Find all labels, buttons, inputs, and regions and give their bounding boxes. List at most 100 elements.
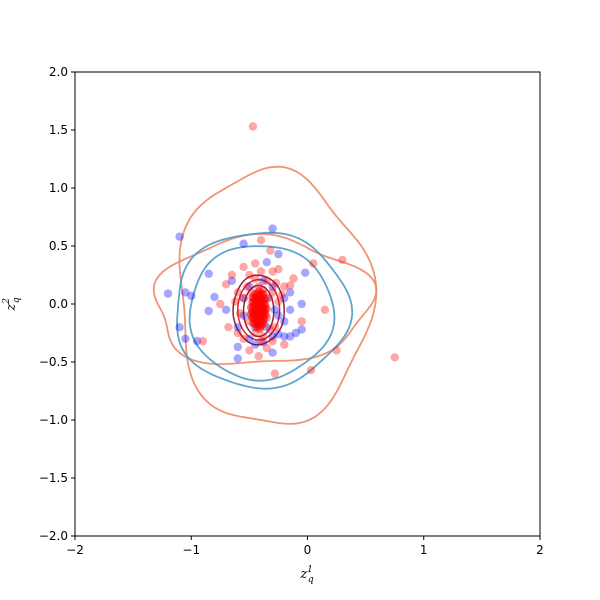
scatter-point bbox=[285, 305, 295, 314]
scatter-point bbox=[248, 293, 257, 302]
x-axis-label-base: z bbox=[299, 567, 307, 582]
scatter-point bbox=[297, 317, 306, 326]
scatter-point bbox=[280, 294, 289, 303]
scatter-point bbox=[251, 340, 260, 349]
scatter-point bbox=[289, 274, 298, 283]
y-tick-label: 0.5 bbox=[49, 239, 68, 253]
y-tick-label: −0.5 bbox=[39, 355, 68, 369]
scatter-point bbox=[175, 323, 184, 332]
scatter-point bbox=[274, 330, 283, 339]
y-tick-label: 1.0 bbox=[49, 181, 68, 195]
y-tick-label: 1.5 bbox=[49, 123, 68, 137]
scatter-point bbox=[227, 276, 237, 285]
scatter-point bbox=[181, 288, 190, 297]
scatter-point bbox=[224, 323, 233, 332]
scatter-point bbox=[338, 255, 347, 265]
y-tick-label: 0.0 bbox=[49, 297, 68, 311]
scatter-point bbox=[280, 332, 289, 341]
scatter-point bbox=[277, 290, 287, 299]
scatter-point bbox=[181, 334, 190, 343]
contour-line bbox=[188, 245, 336, 382]
y-axis-label-sub: q bbox=[12, 297, 22, 303]
x-axis-label: z1 q bbox=[299, 565, 314, 585]
scatter-point bbox=[270, 369, 280, 378]
scatter-point bbox=[268, 348, 277, 357]
scatter-point bbox=[245, 346, 254, 355]
x-tick-label: 1 bbox=[420, 543, 428, 557]
scatter-point bbox=[192, 336, 202, 346]
scatter-point bbox=[320, 305, 330, 314]
scatter-point bbox=[262, 276, 271, 285]
scatter-point bbox=[255, 324, 264, 334]
y-axis-label-sup: 2 bbox=[2, 298, 12, 305]
scatter-point bbox=[266, 246, 275, 255]
contour-line bbox=[178, 165, 378, 425]
scatter-point bbox=[233, 288, 242, 297]
y-axis-label-base: z bbox=[4, 304, 19, 312]
scatter-point bbox=[245, 270, 254, 280]
scatter-point bbox=[262, 304, 271, 313]
scatter-point bbox=[251, 259, 260, 268]
scatter-point bbox=[390, 353, 399, 362]
scatter-point bbox=[248, 122, 258, 131]
scatter-point bbox=[270, 305, 280, 314]
scatter-point bbox=[254, 352, 263, 361]
scatter-point bbox=[262, 343, 271, 353]
scatter-point bbox=[175, 232, 184, 241]
contour-layer bbox=[152, 165, 378, 425]
scatter-point bbox=[259, 332, 268, 341]
scatter-point bbox=[239, 311, 248, 320]
scatter-point bbox=[163, 289, 173, 298]
scatter-point bbox=[274, 265, 283, 274]
scatter-point bbox=[221, 305, 231, 314]
x-tick-label: 0 bbox=[304, 543, 312, 557]
scatter-point bbox=[204, 269, 213, 278]
scatter-point bbox=[245, 334, 254, 343]
scatter-point bbox=[268, 336, 277, 346]
scatter-point bbox=[227, 270, 237, 280]
scatter-point bbox=[280, 317, 289, 326]
points-layer bbox=[163, 122, 399, 378]
x-axis-ticks: −2 −1 0 1 2 bbox=[66, 536, 544, 557]
scatter-point bbox=[297, 325, 306, 334]
scatter-point bbox=[259, 338, 268, 347]
y-tick-label: −1.5 bbox=[39, 471, 68, 485]
scatter-point bbox=[270, 323, 280, 332]
contour-line bbox=[232, 274, 285, 346]
y-axis-ticks: −2.0 −1.5 −1.0 −0.5 0.0 0.5 1.0 1.5 2.0 bbox=[39, 65, 75, 543]
scatter-point bbox=[198, 336, 208, 346]
scatter-point bbox=[245, 282, 254, 291]
scatter-point bbox=[239, 294, 248, 303]
scatter-point bbox=[246, 310, 255, 319]
scatter-point bbox=[285, 288, 295, 297]
scatter-point bbox=[274, 311, 283, 320]
scatter-point bbox=[285, 332, 295, 341]
y-tick-label: −1.0 bbox=[39, 413, 68, 427]
scatter-point bbox=[259, 289, 268, 298]
scatter-point bbox=[239, 334, 248, 343]
scatter-point bbox=[268, 282, 277, 291]
scatter-point bbox=[268, 224, 277, 233]
scatter-point bbox=[247, 303, 256, 312]
scatter-point bbox=[285, 281, 295, 290]
scatter-point bbox=[280, 340, 289, 349]
scatter-point bbox=[231, 297, 240, 306]
scatter-point bbox=[309, 259, 318, 268]
scatter-point bbox=[233, 328, 242, 338]
x-tick-label: −1 bbox=[182, 543, 200, 557]
scatter-point bbox=[301, 268, 310, 277]
scatter-point bbox=[256, 336, 266, 346]
scatter-point bbox=[242, 282, 252, 291]
scatter-point bbox=[332, 346, 341, 355]
scatter-point bbox=[239, 294, 248, 303]
scatter-point bbox=[249, 319, 258, 328]
scatter-point bbox=[233, 342, 242, 352]
scatter-point bbox=[204, 306, 213, 316]
scatter-point bbox=[233, 354, 242, 363]
scatter-point bbox=[261, 310, 270, 320]
x-axis-label-sub: q bbox=[308, 575, 314, 585]
scatter-point bbox=[210, 292, 219, 302]
scatter-point bbox=[233, 323, 242, 332]
contour-line bbox=[176, 231, 354, 390]
